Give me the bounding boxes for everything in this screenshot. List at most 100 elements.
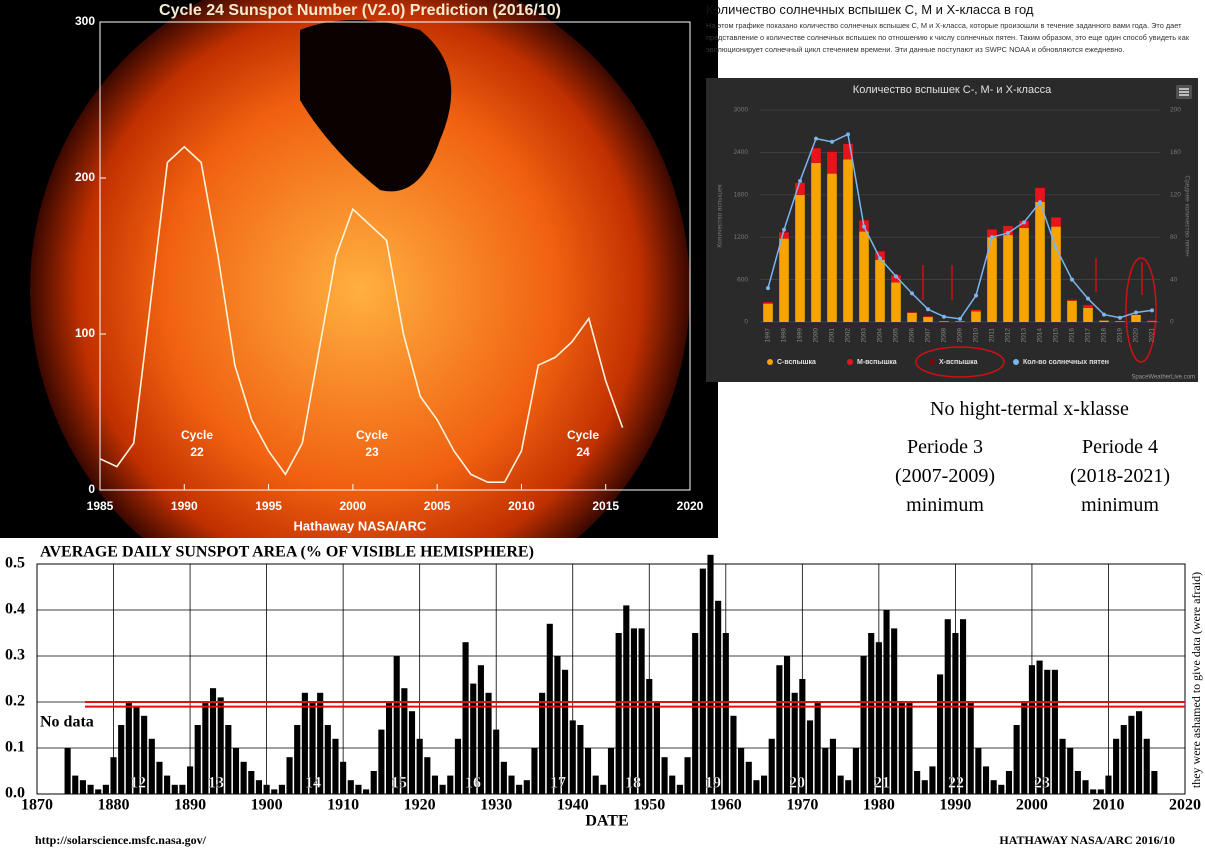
- cycle-label: 22: [948, 775, 964, 792]
- cycle-label: 21: [874, 775, 890, 792]
- area-bar: [829, 738, 837, 794]
- area-bar: [217, 697, 224, 794]
- no-data-box: [38, 710, 110, 736]
- area-bar: [592, 775, 599, 794]
- area-bar: [715, 600, 722, 794]
- area-bar: [799, 679, 806, 794]
- x-tick-label: 2013: [1021, 328, 1028, 343]
- area-bar: [1090, 789, 1097, 794]
- line-point: [1070, 277, 1074, 282]
- bar-segment: [1051, 217, 1061, 227]
- x-tick-label: 2004: [877, 328, 884, 343]
- x-tick-label: 1998: [781, 328, 788, 343]
- no-data-label: No data: [40, 714, 94, 731]
- area-bar: [1082, 780, 1089, 794]
- area-bar: [1044, 669, 1051, 794]
- legend-label: М-вспышка: [857, 359, 897, 366]
- area-bar: [730, 715, 737, 794]
- x-tick-label: 1985: [87, 499, 114, 513]
- area-bar: [967, 702, 974, 794]
- bar-segment: [1003, 235, 1013, 322]
- bar-segment: [1131, 314, 1141, 322]
- bar-segment: [1083, 307, 1093, 322]
- x-tick-label: 2000: [1016, 797, 1048, 814]
- area-bar: [508, 775, 515, 794]
- cycle-label: 19: [705, 775, 721, 792]
- cycle-label: 18: [625, 775, 641, 792]
- bar-segment: [891, 275, 901, 283]
- area-bar: [309, 702, 316, 794]
- area-bar: [64, 748, 71, 794]
- info-panel: Количество солнечных вспышек С, М и Х-кл…: [706, 2, 1198, 56]
- area-bar: [539, 692, 546, 794]
- bar-segment: [939, 321, 949, 322]
- area-bar: [753, 780, 760, 794]
- area-bar: [72, 775, 79, 794]
- bar-segment: [1067, 299, 1077, 301]
- area-bar: [975, 748, 982, 794]
- y-tick-label: 100: [75, 326, 95, 340]
- area-bar: [630, 628, 638, 794]
- area-bar: [684, 757, 691, 794]
- line-point: [1150, 308, 1154, 313]
- area-bar: [240, 761, 247, 794]
- cycle-label: Cycle: [181, 428, 213, 442]
- bar-segment: [827, 151, 837, 174]
- area-bar: [546, 623, 553, 794]
- area-bar: [401, 688, 408, 794]
- area-bar: [646, 679, 653, 794]
- x-tick-label: 1950: [633, 797, 665, 814]
- x-tick-label: 2020: [1133, 328, 1140, 343]
- bar-segment: [1035, 201, 1045, 322]
- credit: Hathaway NASA/ARC: [294, 518, 428, 533]
- bar-segment: [875, 259, 885, 322]
- sunspot-prediction-chart: Cycle 24 Sunspot Number (V2.0) Predictio…: [0, 0, 718, 538]
- panel-heading: Количество солнечных вспышек С, М и Х-кл…: [706, 2, 1034, 17]
- area-bar: [921, 780, 928, 794]
- annotation-line: (2007-2009): [895, 465, 995, 487]
- area-bar: [278, 784, 285, 794]
- legend-marker: [847, 359, 853, 365]
- highlight-circle: [1125, 257, 1157, 363]
- bar-segment: [955, 321, 965, 322]
- x-tick-label: 2018: [1101, 328, 1108, 343]
- x-tick-label: 1997: [765, 328, 772, 343]
- area-bar: [485, 692, 492, 794]
- bar-segment: [843, 143, 853, 160]
- area-bar: [87, 784, 94, 794]
- area-bar: [569, 720, 576, 794]
- bar-segment: [843, 159, 853, 322]
- bar-segment: [1019, 228, 1029, 322]
- area-bar: [1036, 660, 1043, 794]
- line-point: [1038, 200, 1042, 205]
- line-point: [1134, 310, 1138, 315]
- y2-axis-label: Среднее количество пятен: [1183, 175, 1190, 257]
- cycle-label: 14: [305, 775, 321, 792]
- x-tick-label: 1890: [174, 797, 206, 814]
- area-bar: [1136, 711, 1143, 794]
- area-bar: [317, 692, 324, 794]
- cycle-label: 16: [465, 775, 481, 792]
- x-tick-label: 2015: [1053, 328, 1060, 343]
- area-bar: [554, 656, 561, 794]
- area-bar: [562, 669, 569, 794]
- area-bar: [615, 633, 622, 794]
- annotation: Periode 3 (2007-2009) minimum: [860, 433, 1030, 520]
- flare-chart-background: [706, 78, 1198, 382]
- area-bar: [638, 628, 645, 794]
- x-tick-label: 2006: [909, 328, 916, 343]
- area-bar: [294, 725, 301, 794]
- bar-segment: [859, 218, 869, 221]
- y-tick-label: 0: [88, 482, 95, 496]
- bar-segment: [779, 238, 789, 322]
- area-bar: [1021, 702, 1028, 794]
- chart-title: Cycle 24 Sunspot Number (V2.0) Predictio…: [159, 2, 561, 19]
- bar-segment: [1115, 321, 1125, 322]
- y-tick-label: 2400: [734, 149, 749, 156]
- area-bar: [500, 761, 507, 794]
- area-bar: [1105, 775, 1112, 794]
- sun-image: [30, 0, 690, 538]
- cycle-label: Cycle: [567, 428, 599, 442]
- x-tick-label: 2021: [1149, 328, 1156, 343]
- area-bar: [852, 748, 859, 794]
